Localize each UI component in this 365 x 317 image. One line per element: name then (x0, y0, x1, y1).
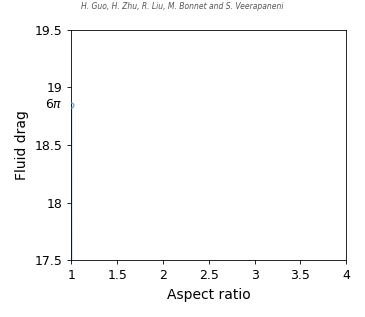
Text: $6\pi$: $6\pi$ (46, 98, 63, 111)
Text: H. Guo, H. Zhu, R. Liu, M. Bonnet and S. Veerapaneni: H. Guo, H. Zhu, R. Liu, M. Bonnet and S.… (81, 2, 284, 10)
Y-axis label: Fluid drag: Fluid drag (15, 110, 29, 180)
X-axis label: Aspect ratio: Aspect ratio (167, 288, 251, 302)
